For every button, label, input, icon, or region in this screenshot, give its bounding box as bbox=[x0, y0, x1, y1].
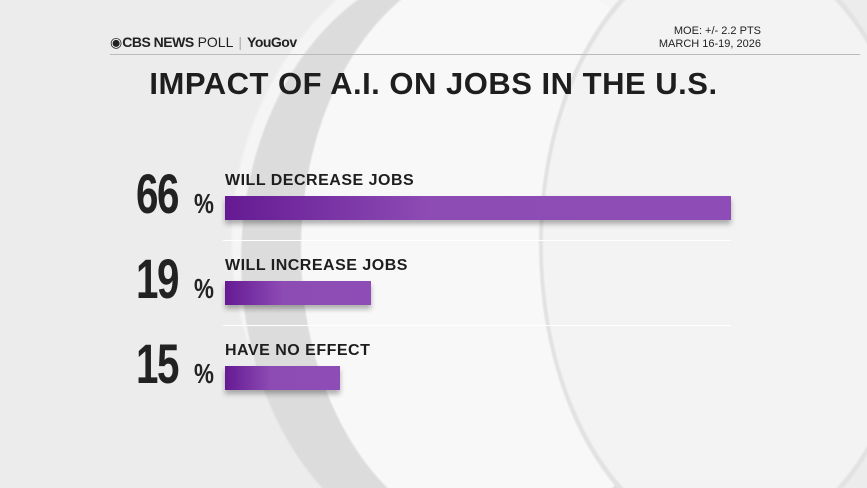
margin-of-error: MOE: +/- 2.2 PTS bbox=[673, 25, 761, 37]
value-label: 19 bbox=[136, 247, 179, 310]
cbs-eye-icon: ◉ bbox=[110, 34, 123, 50]
value-label: 66 bbox=[136, 162, 179, 225]
partner-logo: YouGov bbox=[247, 34, 297, 50]
category-label: WILL DECREASE JOBS bbox=[225, 172, 415, 189]
bar-row: 66 % WILL DECREASE JOBS bbox=[130, 162, 732, 226]
percent-sign: % bbox=[194, 188, 214, 219]
bar-row: 19 % WILL INCREASE JOBS bbox=[130, 247, 732, 311]
chart-title: IMPACT OF A.I. ON JOBS IN THE U.S. bbox=[149, 66, 718, 101]
brand-suffix: POLL bbox=[197, 34, 234, 50]
row-divider bbox=[223, 240, 731, 241]
brand: CBS NEWS bbox=[122, 34, 194, 50]
poll-info: MOE: +/- 2.2 PTS MARCH 16-19, 2026 bbox=[659, 25, 761, 51]
category-label: HAVE NO EFFECT bbox=[225, 342, 371, 359]
percent-sign: % bbox=[194, 273, 214, 304]
row-divider bbox=[223, 325, 731, 326]
bar bbox=[225, 281, 371, 305]
header-divider bbox=[110, 54, 860, 55]
cbs-news-poll-logo: ◉CBS NEWS POLL | YouGov bbox=[110, 34, 297, 50]
category-label: WILL INCREASE JOBS bbox=[225, 257, 408, 274]
percent-sign: % bbox=[194, 358, 214, 389]
value-label: 15 bbox=[136, 332, 179, 395]
bar bbox=[225, 366, 340, 390]
bar bbox=[225, 196, 731, 220]
poll-dates: MARCH 16-19, 2026 bbox=[658, 38, 761, 50]
bar-row: 15 % HAVE NO EFFECT bbox=[130, 332, 732, 396]
